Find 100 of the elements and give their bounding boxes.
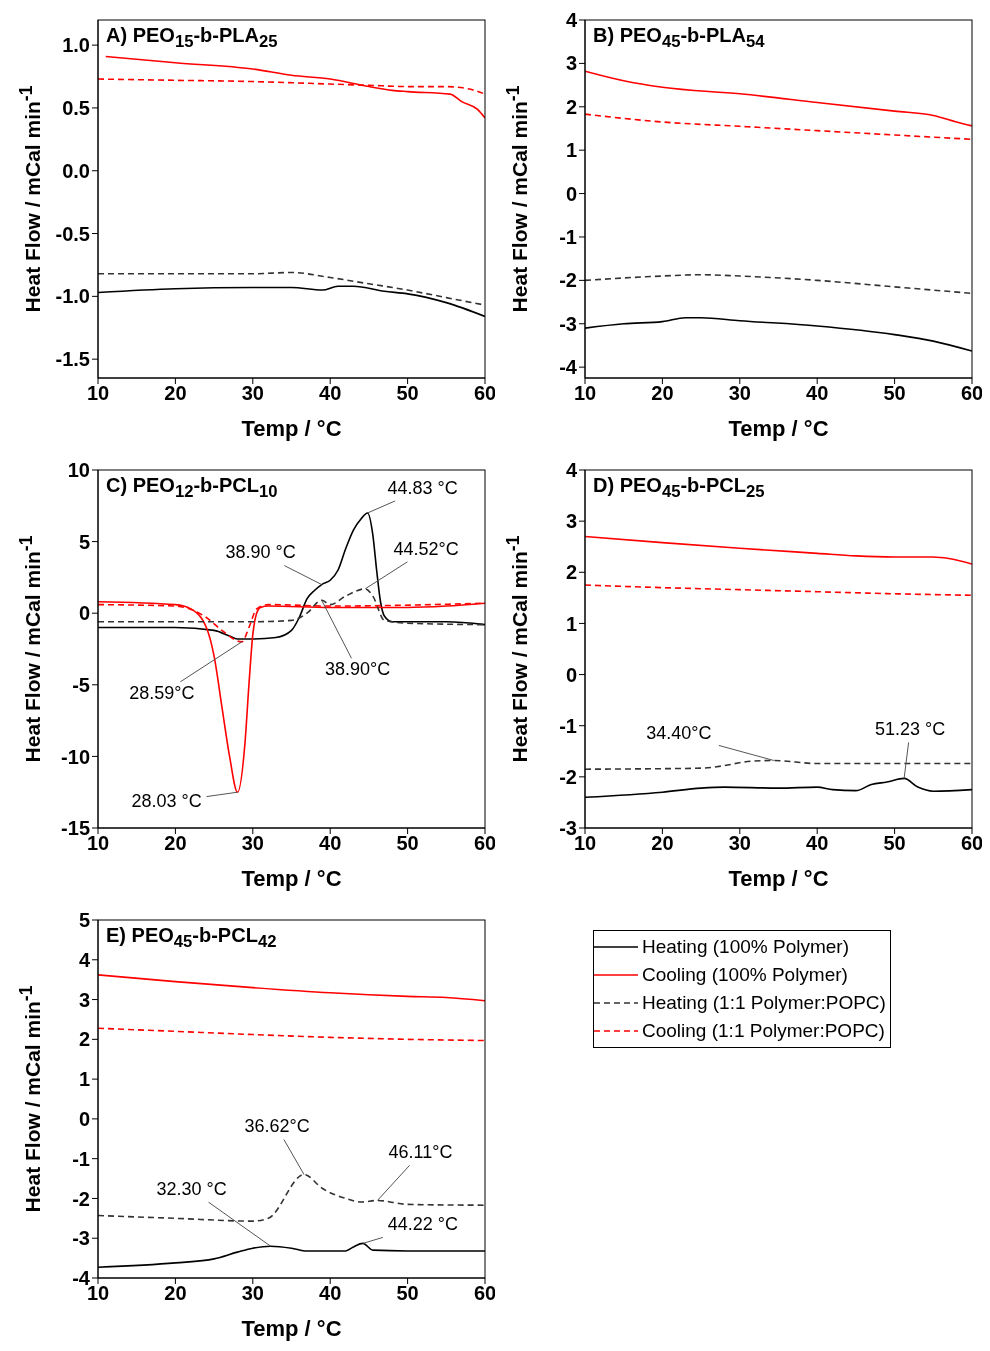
line-series	[98, 1027, 485, 1042]
y-tick-label: -2	[559, 765, 577, 788]
annotation: 28.03 °C	[131, 790, 202, 811]
annotation: 51.23 °C	[875, 719, 946, 740]
line-series	[98, 285, 485, 318]
line-series	[585, 777, 972, 799]
x-tick-label: 40	[806, 382, 829, 405]
x-tick-label: 40	[319, 832, 342, 855]
annotation: 36.62°C	[244, 1116, 310, 1137]
annotation: 46.11°C	[388, 1142, 453, 1163]
y-tick-label: 1	[78, 1068, 90, 1091]
x-tick-label: 50	[396, 382, 419, 405]
x-tick-label: 40	[319, 1282, 342, 1305]
y-tick-label: -2	[72, 1187, 90, 1210]
chart-title: B) PEO$_{45}$-b-PLA$_{54}$	[593, 24, 765, 52]
annotation: 38.90°C	[325, 659, 391, 680]
y-tick-label: 3	[565, 52, 577, 75]
y-tick-label: 4	[78, 948, 91, 971]
y-tick-label: -1	[559, 714, 577, 737]
y-tick-label: -2	[559, 269, 577, 292]
x-axis-title: Temp / °C	[728, 866, 829, 892]
y-tick-label: 2	[565, 95, 577, 118]
y-tick-label: -5	[72, 673, 90, 696]
y-tick-label: 5	[78, 530, 90, 553]
line-series	[585, 113, 972, 141]
y-tick-label: 5	[78, 909, 90, 932]
line-series	[585, 535, 972, 565]
annotation: 38.90 °C	[225, 542, 296, 563]
x-tick-label: 20	[651, 832, 674, 855]
x-axis-title: Temp / °C	[728, 416, 829, 442]
y-tick-label: -4	[559, 356, 578, 379]
x-tick-label: 20	[164, 1282, 187, 1305]
x-tick-label: 20	[164, 832, 187, 855]
annotation: 32.30 °C	[156, 1178, 227, 1199]
y-tick-label: 3	[78, 988, 90, 1011]
y-tick-label: 0	[565, 182, 577, 205]
y-tick-label: 10	[67, 459, 90, 482]
x-tick-label: 60	[473, 832, 497, 855]
line-series	[98, 588, 485, 626]
line-series	[98, 1242, 485, 1269]
x-tick-label: 40	[806, 832, 829, 855]
line-series	[98, 512, 485, 640]
y-tick-label: 2	[565, 561, 577, 584]
y-tick-label: -1.0	[55, 285, 90, 308]
annotation: 44.83 °C	[387, 477, 458, 498]
y-tick-label: 3	[565, 510, 577, 533]
y-tick-label: -1	[72, 1147, 90, 1170]
x-tick-label: 50	[883, 832, 906, 855]
line-series	[585, 584, 972, 597]
legend-label: Cooling (100% Polymer)	[642, 964, 848, 986]
x-axis-title: Temp / °C	[241, 1316, 342, 1342]
y-tick-label: 1	[565, 612, 577, 635]
y-tick-label: 0	[565, 663, 577, 686]
x-tick-label: 30	[728, 832, 751, 855]
x-tick-label: 30	[728, 382, 751, 405]
y-tick-label: -1.5	[55, 348, 90, 371]
chart-title: E) PEO$_{45}$-b-PCL$_{42}$	[106, 924, 277, 952]
x-tick-label: 60	[960, 382, 984, 405]
y-tick-label: -3	[559, 312, 577, 335]
x-tick-label: 50	[396, 1282, 419, 1305]
y-tick-label: -10	[61, 745, 90, 768]
x-tick-label: 20	[164, 382, 187, 405]
x-axis-title: Temp / °C	[241, 866, 342, 892]
y-tick-label: -1	[559, 226, 577, 249]
x-tick-label: 30	[241, 382, 264, 405]
line-series	[585, 759, 972, 770]
y-tick-label: 1	[565, 139, 577, 162]
chart-title: A) PEO$_{15}$-b-PLA$_{25}$	[106, 24, 278, 52]
line-series	[585, 316, 972, 352]
x-tick-label: 50	[883, 382, 906, 405]
y-tick-label: 2	[78, 1028, 90, 1051]
annotation: 34.40°C	[646, 723, 712, 744]
line-series	[585, 273, 972, 295]
line-series	[98, 974, 485, 1002]
legend-label: Heating (100% Polymer)	[642, 936, 849, 958]
y-tick-label: -0.5	[55, 222, 90, 245]
y-tick-label: 0.0	[62, 159, 90, 182]
y-tick-label: 4	[565, 9, 578, 32]
annotation: 44.22 °C	[387, 1214, 458, 1235]
x-axis-title: Temp / °C	[241, 416, 342, 442]
legend-label: Heating (1:1 Polymer:POPC)	[642, 992, 886, 1014]
x-tick-label: 60	[473, 382, 497, 405]
annotation: 28.59°C	[129, 682, 195, 703]
y-tick-label: 0.5	[62, 97, 90, 120]
x-tick-label: 60	[473, 1282, 497, 1305]
x-tick-label: 30	[241, 1282, 264, 1305]
x-tick-label: 20	[651, 382, 674, 405]
chart-title: C) PEO$_{12}$-b-PCL$_{10}$	[106, 474, 278, 502]
chart-title: D) PEO$_{45}$-b-PCL$_{25}$	[593, 474, 765, 502]
annotation: 44.52°C	[393, 538, 459, 559]
y-tick-label: 1.0	[62, 34, 90, 57]
x-tick-label: 50	[396, 832, 419, 855]
y-tick-label: 0	[78, 602, 90, 625]
y-tick-label: -3	[72, 1227, 90, 1250]
line-series	[585, 70, 972, 127]
y-tick-label: 4	[565, 459, 578, 482]
x-tick-label: 60	[960, 832, 984, 855]
x-tick-label: 40	[319, 382, 342, 405]
legend-label: Cooling (1:1 Polymer:POPC)	[642, 1020, 885, 1042]
x-tick-label: 30	[241, 832, 264, 855]
